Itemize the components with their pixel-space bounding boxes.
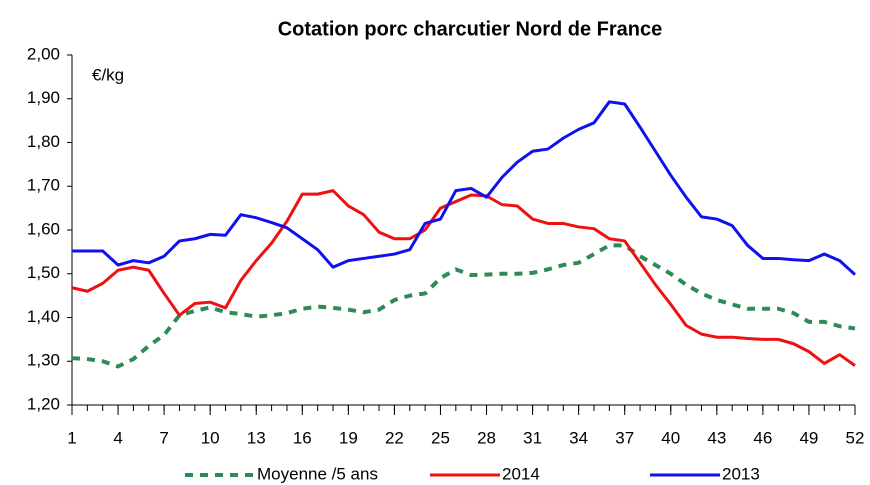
x-tick-label: 10 [201, 428, 220, 447]
x-tick-label: 46 [753, 428, 772, 447]
unit-label: €/kg [92, 65, 124, 84]
x-tick-label: 37 [615, 428, 634, 447]
y-tick-label: 1,90 [27, 88, 60, 107]
x-tick-label: 34 [569, 428, 588, 447]
x-tick-label: 16 [293, 428, 312, 447]
x-tick-label: 4 [113, 428, 122, 447]
y-tick-label: 1,30 [27, 351, 60, 370]
chart-title: Cotation porc charcutier Nord de France [278, 18, 663, 40]
legend-label: 2014 [502, 464, 540, 483]
x-tick-label: 49 [799, 428, 818, 447]
y-tick-label: 1,50 [27, 263, 60, 282]
x-tick-label: 25 [431, 428, 450, 447]
y-tick-label: 1,80 [27, 132, 60, 151]
line-series [72, 100, 857, 276]
y-tick-label: 1,40 [27, 307, 60, 326]
x-tick-label: 52 [846, 428, 865, 447]
y-tick-label: 2,00 [27, 44, 60, 63]
y-tick-label: 1,70 [27, 176, 60, 195]
legend-label: 2013 [722, 464, 760, 483]
y-tick-label: 1,20 [27, 394, 60, 413]
legend-label: Moyenne /5 ans [257, 464, 378, 483]
x-tick-label: 7 [159, 428, 168, 447]
x-tick-label: 13 [247, 428, 266, 447]
line-series [71, 243, 856, 369]
x-tick-label: 43 [707, 428, 726, 447]
x-tick-label: 19 [339, 428, 358, 447]
y-tick-label: 1,60 [27, 219, 60, 238]
x-tick-label: 31 [523, 428, 542, 447]
x-tick-label: 40 [661, 428, 680, 447]
line-series [71, 189, 856, 367]
x-tick-label: 28 [477, 428, 496, 447]
x-tick-label: 1 [67, 428, 76, 447]
x-tick-label: 22 [385, 428, 404, 447]
